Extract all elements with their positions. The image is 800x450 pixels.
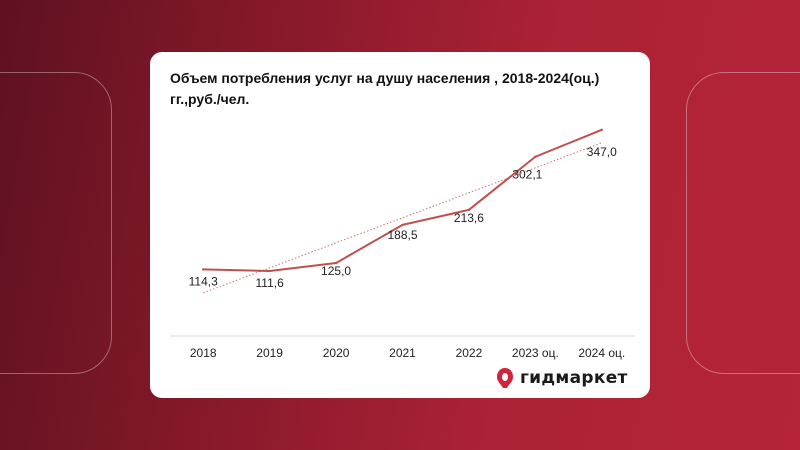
chart-card: Объем потребления услуг на душу населени… — [150, 52, 650, 398]
decorative-frame-right — [686, 72, 800, 374]
data-point — [600, 128, 603, 131]
x-tick-label: 2022 — [456, 346, 483, 360]
data-label: 188,5 — [387, 228, 417, 242]
x-tick-label: 2018 — [190, 346, 217, 360]
decorative-frame-left — [0, 72, 112, 374]
data-point — [534, 155, 537, 158]
data-label: 114,3 — [189, 274, 218, 288]
data-label: 125,0 — [321, 264, 351, 278]
x-tick-label: 2019 — [256, 346, 283, 360]
data-point — [268, 269, 271, 273]
data-point — [202, 268, 205, 271]
data-point — [467, 208, 471, 212]
trend-line — [203, 142, 602, 294]
brand-logo: гидмаркет — [496, 366, 628, 390]
line-chart: 114,3 111,6 125,0 188,5 213,6 302,1 347,0 2018 2… — [170, 128, 635, 360]
data-label: 347,0 — [587, 145, 617, 159]
chart-title: Объем потребления услуг на душу населени… — [170, 70, 600, 107]
brand-name: гидмаркет — [520, 368, 628, 388]
x-tick-label: 2021 — [389, 346, 416, 360]
x-tick-label: 2020 — [323, 346, 350, 360]
x-tick-label: 2024 оц. — [578, 346, 625, 360]
series-line — [203, 128, 603, 273]
x-tick-label: 2023 оц. — [512, 346, 559, 360]
data-point — [334, 261, 338, 265]
data-label: 111,6 — [256, 276, 285, 290]
brand-mark-icon — [497, 368, 513, 388]
data-label: 213,6 — [454, 211, 484, 225]
data-label: 302,1 — [512, 168, 542, 182]
data-point — [401, 223, 404, 227]
